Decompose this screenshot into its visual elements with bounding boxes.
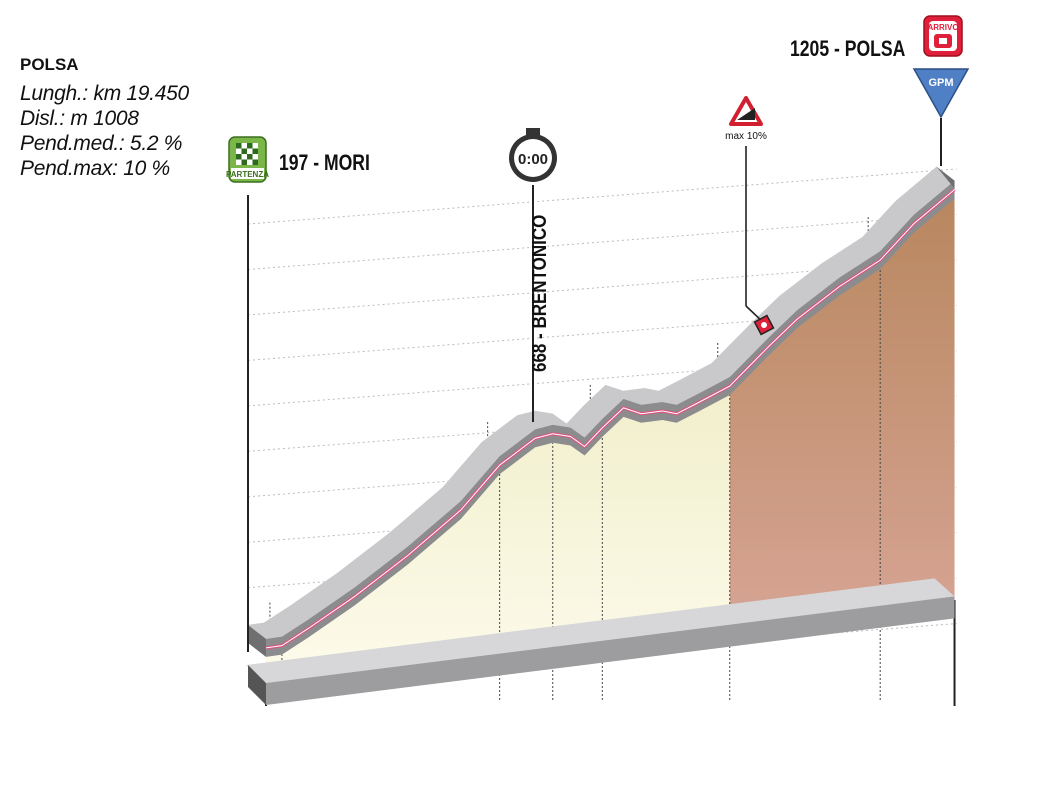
checkered-flag-icon bbox=[236, 143, 258, 165]
start-badge-label: PARTENZA bbox=[226, 170, 269, 179]
gridline-1200 bbox=[247, 168, 957, 225]
steep-marker: max 10% bbox=[725, 96, 775, 336]
climb-name: POLSA bbox=[20, 55, 79, 74]
gridline-1000 bbox=[247, 259, 957, 316]
profile-road-end bbox=[248, 624, 266, 657]
climb-max-gradient: Pend.max: 10 % bbox=[20, 157, 170, 180]
climb-info: POLSA Lungh.: km 19.450 Disl.: m 1008 Pe… bbox=[20, 55, 189, 181]
intermediate-label: 668 - BRENTONICO bbox=[528, 215, 551, 372]
profile-road-top bbox=[248, 166, 955, 639]
stopwatch-icon: 0:00 bbox=[518, 151, 548, 168]
base-road-end bbox=[248, 665, 266, 705]
start-label: 197 - MORI bbox=[279, 151, 370, 175]
finish-badge-label: ARRIVO bbox=[927, 23, 958, 32]
climb-elevation-gain: Disl.: m 1008 bbox=[20, 107, 139, 130]
gridline-800 bbox=[247, 350, 957, 407]
finish-banner-icon bbox=[934, 34, 952, 48]
steep-slope-icon bbox=[737, 108, 755, 120]
profile-fill-easy bbox=[266, 393, 730, 683]
steep-label: max 10% bbox=[725, 131, 767, 142]
profile-fill-hard bbox=[729, 196, 955, 625]
start-marker: PARTENZA 197 - MORI bbox=[226, 136, 370, 652]
gpm-label: GPM bbox=[928, 77, 953, 89]
climb-length: Lungh.: km 19.450 bbox=[20, 82, 189, 105]
finish-label: 1205 - POLSA bbox=[790, 37, 905, 61]
steep-point-icon bbox=[753, 314, 775, 336]
profile-line-highlight bbox=[265, 189, 955, 649]
profile-road-finish-cap bbox=[936, 166, 955, 189]
finish-marker: ARRIVO GPM 1205 - POLSA bbox=[790, 15, 970, 166]
base-road-top bbox=[246, 578, 955, 683]
climb-average-gradient: Pend.med.: 5.2 % bbox=[20, 132, 183, 155]
gridline-900 bbox=[247, 304, 957, 361]
base-road-side bbox=[266, 596, 955, 705]
gridline-1100 bbox=[247, 213, 957, 271]
intermediate-marker: 0:00 668 - BRENTONICO bbox=[509, 128, 557, 422]
gpm-badge bbox=[912, 68, 970, 119]
